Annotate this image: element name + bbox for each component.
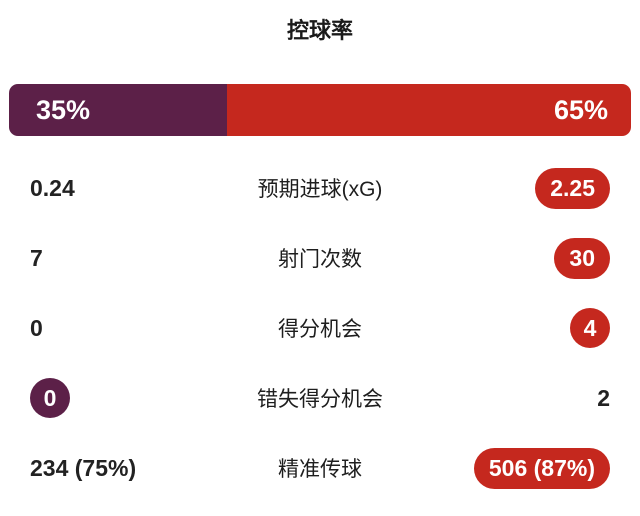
stat-home-value: 0 [30, 314, 43, 341]
possession-away-value: 65% [553, 94, 608, 125]
stat-away-value: 30 [554, 237, 610, 279]
stat-home-value: 0 [30, 378, 70, 418]
stats-list: 0.24 预期进球(xG) 2.25 7 射门次数 30 0 得分机会 4 0 … [0, 153, 640, 503]
stat-home-value: 234 (75%) [30, 454, 137, 481]
stat-label: 预期进球(xG) [257, 178, 383, 201]
possession-bar: 35% 65% [9, 84, 631, 136]
possession-bar-home: 35% [9, 84, 227, 136]
possession-bar-away: 65% [226, 84, 631, 136]
stat-label: 射门次数 [278, 248, 362, 271]
stat-away-value: 2.25 [535, 167, 610, 209]
stat-row: 0.24 预期进球(xG) 2.25 [0, 153, 640, 223]
stat-away-value: 4 [570, 308, 610, 348]
stat-label: 精准传球 [278, 458, 362, 481]
stat-label: 得分机会 [278, 318, 362, 341]
stat-row: 0 错失得分机会 2 [0, 363, 640, 433]
stat-label: 错失得分机会 [257, 388, 383, 411]
stat-row: 7 射门次数 30 [0, 223, 640, 293]
stat-home-value: 0.24 [30, 174, 75, 201]
stat-home-value: 7 [30, 244, 43, 271]
stat-row: 0 得分机会 4 [0, 293, 640, 363]
possession-home-value: 35% [36, 94, 91, 125]
possession-title: 控球率 [286, 18, 353, 43]
stat-row: 234 (75%) 精准传球 506 (87%) [0, 433, 640, 503]
stat-away-value: 2 [597, 384, 610, 411]
stat-away-value: 506 (87%) [473, 447, 610, 489]
